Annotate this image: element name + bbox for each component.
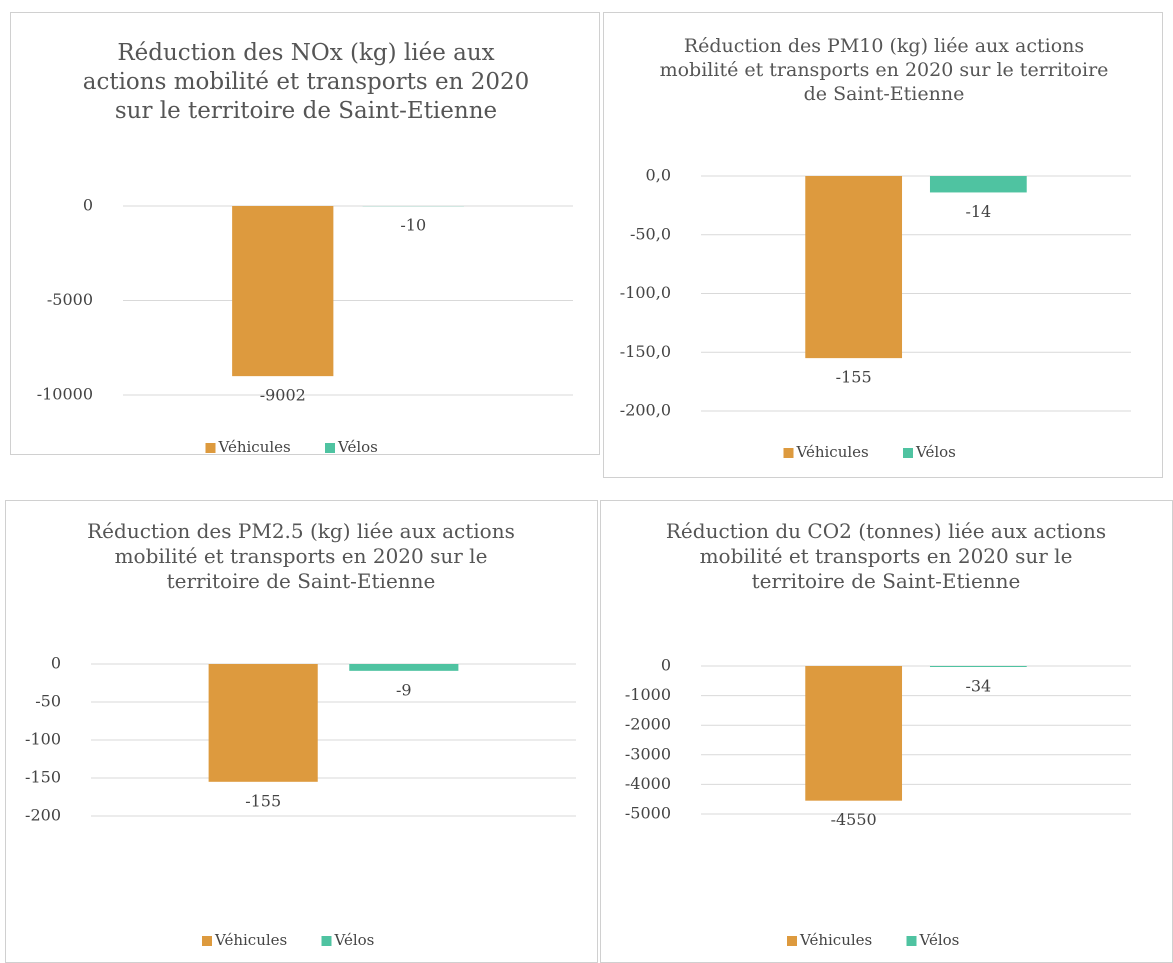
data-label: -10 [400,216,426,235]
chart: 0 -1000 -2000 -3000 -4000 -5000 -4550 -34 Véhicu… [625,656,1131,949]
chart-title: Réduction du CO2 (tonnes) liée aux actio… [665,519,1107,593]
bar [349,664,459,671]
chart-panel: Réduction du CO2 (tonnes) liée aux actio… [600,500,1173,963]
y-tick-label: 0 [661,656,671,675]
data-label: -14 [965,202,991,221]
y-tick-label: -5000 [625,804,671,823]
y-tick-label: -1000 [625,685,671,704]
data-label: -155 [245,791,281,810]
y-tick-label: 0 [83,196,93,215]
y-tick-label: -3000 [625,744,671,763]
chart: 0,0 -50,0 -100,0 -150,0 -200,0 -155 -14 Véhicul… [620,166,1131,461]
bar [929,666,1027,668]
chart-panel: Réduction des PM2.5 (kg) liée aux action… [5,500,598,963]
legend-swatch [202,936,212,946]
legend-label: Vélos [915,443,956,461]
data-label: -9002 [260,386,306,405]
y-tick-label: -50 [35,692,61,711]
y-tick-label: -100,0 [620,283,671,302]
y-tick-label: -50,0 [630,224,671,243]
bar [208,664,318,782]
y-tick-label: -100 [25,730,61,749]
y-tick-label: 0,0 [646,166,671,185]
y-tick-label: -4000 [625,774,671,793]
legend-swatch [321,936,332,946]
chart-panel: Réduction des PM10 (kg) liée aux actions… [603,12,1163,478]
legend-swatch [906,936,917,946]
y-tick-label: -150,0 [620,342,671,361]
data-label: -4550 [831,810,877,829]
data-label: -34 [965,677,991,696]
legend-swatch [205,443,216,453]
legend-label: Vélos [919,931,960,949]
legend-label: Véhicules [214,931,287,949]
chart: 0 -5000 -10000 -9002 -10 Véhicules Vélos [37,196,573,453]
legend-label: Vélos [334,931,375,949]
chart-panel: Réduction des NOx (kg) liée aux actions … [10,12,600,455]
data-label: -9 [396,680,412,699]
legend-label: Véhicules [796,443,869,461]
chart: 0 -50 -100 -150 -200 -155 -9 Véhicules Vélos [25,654,576,949]
legend-swatch [903,448,913,458]
y-tick-label: -200 [25,806,61,825]
chart-title: Réduction des NOx (kg) liée aux actions … [82,40,530,124]
y-tick-label: -5000 [47,290,93,309]
chart-title: Réduction des PM2.5 (kg) liée aux action… [87,519,515,593]
bar [929,176,1027,193]
y-tick-label: -2000 [625,715,671,734]
legend-swatch [325,443,335,453]
y-tick-label: 0 [51,654,61,673]
bar [232,206,334,377]
bar [805,176,903,359]
chart-title: Réduction des PM10 (kg) liée aux actions… [659,35,1109,105]
legend-label: Vélos [337,438,378,453]
legend-label: Véhicules [218,438,291,453]
bar [805,666,903,801]
legend-swatch [787,936,797,946]
legend-swatch [783,448,794,458]
legend-label: Véhicules [799,931,872,949]
y-tick-label: -200,0 [620,401,671,420]
y-tick-label: -150 [25,768,61,787]
y-tick-label: -10000 [37,385,93,404]
data-label: -155 [836,368,872,387]
